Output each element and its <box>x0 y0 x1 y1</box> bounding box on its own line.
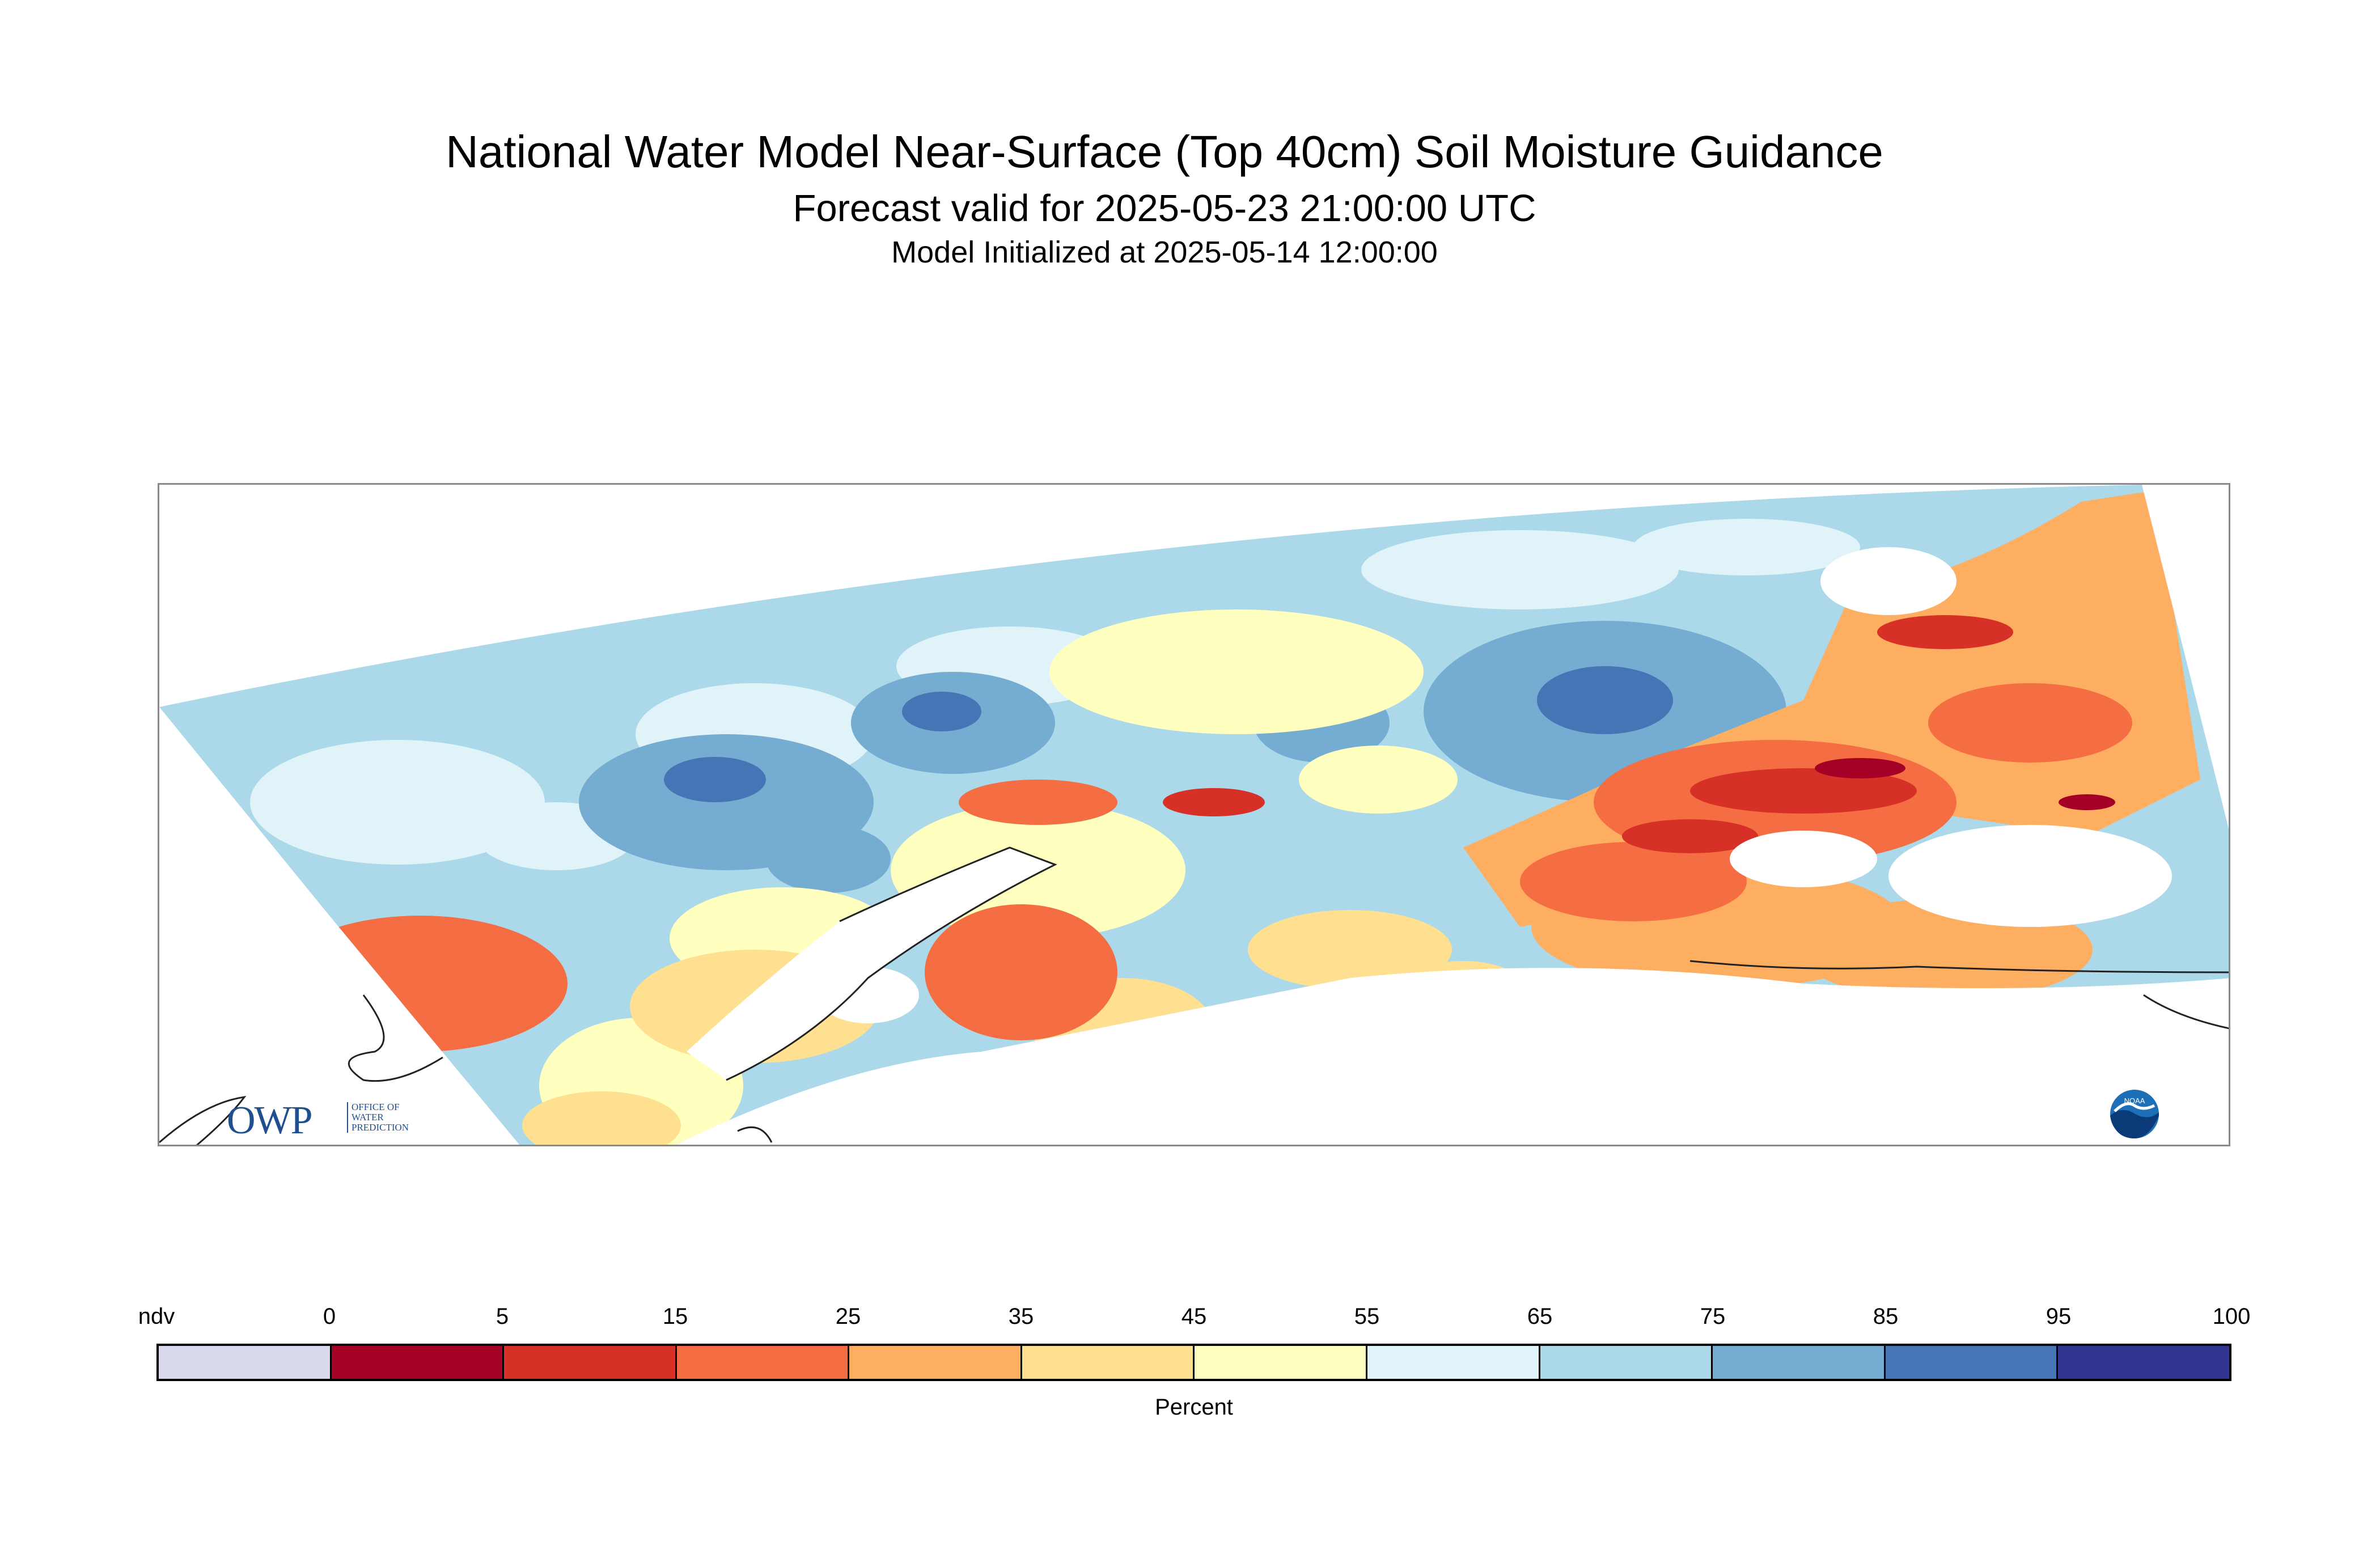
colorbar-tick-5: 35 <box>1008 1304 1034 1329</box>
map-panel <box>158 483 2230 1146</box>
colorbar-tick-2: 5 <box>496 1304 509 1329</box>
colorbar-swatch-5 <box>1022 1346 1195 1379</box>
colorbar-swatch-8 <box>1540 1346 1713 1379</box>
colorbar-swatch-0 <box>159 1346 332 1379</box>
colorbar-swatch-11 <box>2058 1346 2229 1379</box>
model-domain <box>159 485 2229 1145</box>
colorbar-tick-4: 25 <box>835 1304 861 1329</box>
region-5-15 <box>1163 615 2013 853</box>
chart-title: National Water Model Near-Surface (Top 4… <box>446 126 1883 177</box>
colorbar-tick-1: 0 <box>323 1304 336 1329</box>
colorbar-tick-8: 65 <box>1527 1304 1553 1329</box>
colorbar-tick-0: ndv <box>138 1304 175 1329</box>
colorbar-swatch-4 <box>849 1346 1022 1379</box>
colorbar-tick-10: 85 <box>1873 1304 1899 1329</box>
forecast-valid-time: Forecast valid for 2025-05-23 21:00:00 U… <box>793 187 1536 230</box>
colorbar-swatch-9 <box>1713 1346 1886 1379</box>
region-55-65 <box>250 519 1860 870</box>
owp-logo: OWP OFFICE OF WATER PREDICTION <box>227 1099 431 1142</box>
colorbar-tick-6: 45 <box>1181 1304 1207 1329</box>
soil-moisture-map <box>159 485 2229 1145</box>
colorbar <box>156 1344 2231 1381</box>
coastlines <box>159 846 2229 1145</box>
region-0-5 <box>1815 758 2115 810</box>
region-85-95 <box>664 666 1673 802</box>
colorbar-swatch-2 <box>504 1346 677 1379</box>
colorbar-swatch-3 <box>676 1346 850 1379</box>
colorbar-tick-9: 75 <box>1700 1304 1726 1329</box>
owp-logo-text: OFFICE OF WATER PREDICTION <box>347 1102 409 1133</box>
colorbar-swatch-10 <box>1885 1346 2059 1379</box>
owp-logo-mark: OWP <box>227 1099 313 1142</box>
colorbar-tick-11: 95 <box>2046 1304 2072 1329</box>
colorbar-tick-12: 100 <box>2212 1304 2251 1329</box>
colorbar-swatch-1 <box>331 1346 505 1379</box>
colorbar-swatch-7 <box>1367 1346 1540 1379</box>
svg-text:NOAA: NOAA <box>2124 1096 2145 1105</box>
colorbar-label: Percent <box>1155 1395 1233 1420</box>
colorbar-swatch-6 <box>1195 1346 1368 1379</box>
model-init-time: Model Initialized at 2025-05-14 12:00:00 <box>891 235 1438 269</box>
noaa-seal-icon: NOAA <box>2110 1090 2159 1138</box>
noaa-logo: NOAA <box>2109 1089 2160 1140</box>
colorbar-tick-3: 15 <box>662 1304 688 1329</box>
colorbar-tick-7: 55 <box>1354 1304 1380 1329</box>
no-data-areas <box>522 547 2229 1145</box>
